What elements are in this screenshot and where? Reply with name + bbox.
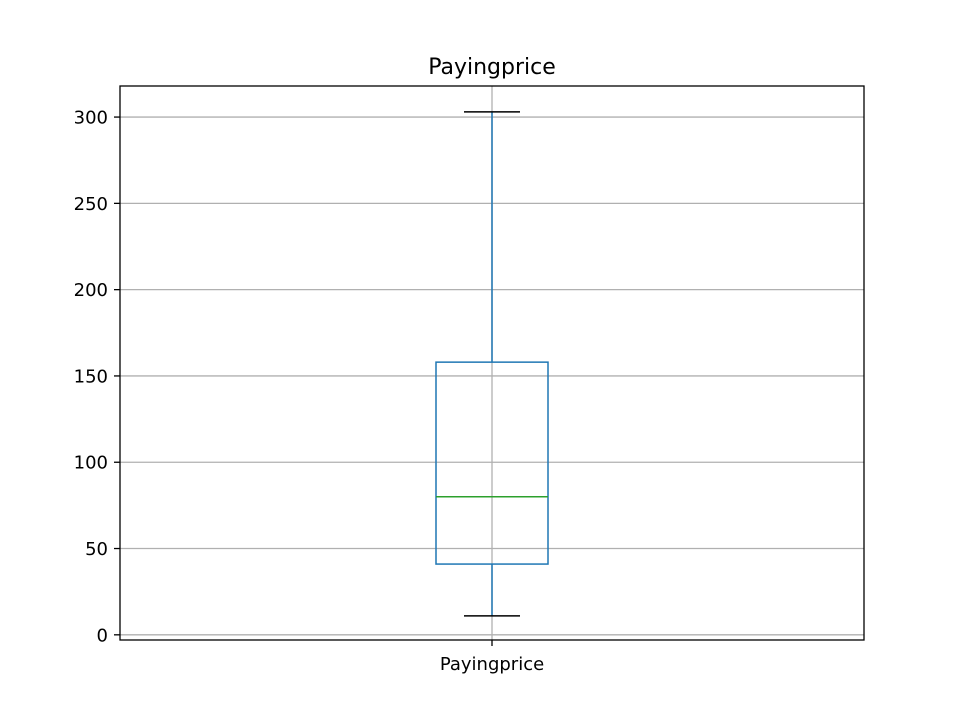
plot-frame [119, 85, 865, 641]
y-tick-label: 100 [74, 453, 108, 474]
box-group [435, 111, 549, 617]
y-tick-label: 0 [97, 625, 108, 646]
y-tick-label: 200 [74, 280, 108, 301]
y-tick-label: 150 [74, 366, 108, 387]
box-series [435, 111, 549, 617]
y-tick-label: 50 [85, 539, 108, 560]
y-tick-label: 300 [74, 108, 108, 129]
x-axis: Payingprice [440, 640, 544, 675]
y-axis: 0 50 100 150 200 250 300 [74, 108, 120, 646]
x-tick-label: Payingprice [440, 654, 544, 675]
y-tick-label: 250 [74, 194, 108, 215]
iqr-box [435, 361, 549, 565]
chart-title: Payingprice [428, 55, 556, 80]
